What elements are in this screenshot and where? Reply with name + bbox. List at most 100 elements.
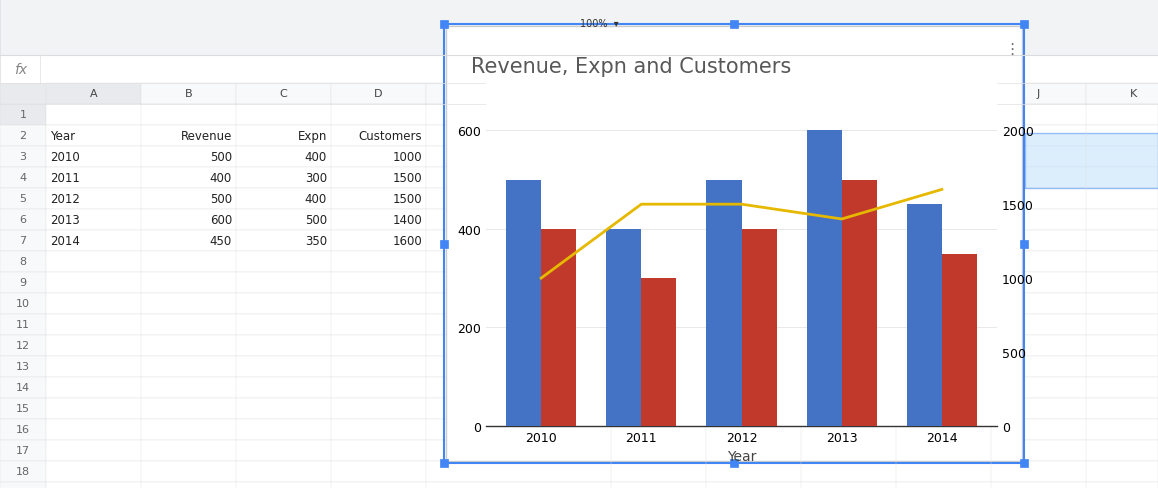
- Bar: [941, 254, 977, 426]
- Bar: [541, 229, 577, 426]
- Bar: [0, 147, 46, 168]
- Bar: [0, 440, 46, 461]
- Text: 2: 2: [20, 131, 27, 141]
- Bar: [46, 335, 1158, 356]
- Text: 17: 17: [16, 446, 30, 456]
- Text: Expn: Expn: [298, 130, 327, 142]
- Bar: [506, 180, 541, 426]
- Text: 2014: 2014: [50, 235, 80, 247]
- Text: fx: fx: [14, 63, 27, 77]
- X-axis label: Year: Year: [727, 449, 756, 464]
- Bar: [46, 105, 1158, 126]
- Bar: [991, 84, 1086, 105]
- Text: 400: 400: [305, 193, 327, 205]
- Bar: [1025, 134, 1158, 189]
- Text: 1500: 1500: [393, 193, 422, 205]
- Bar: [907, 205, 941, 426]
- Text: 8: 8: [20, 257, 27, 267]
- Bar: [896, 84, 991, 105]
- Text: 2012: 2012: [50, 193, 80, 205]
- Bar: [0, 356, 46, 377]
- Bar: [46, 440, 1158, 461]
- Text: Customers: Customers: [748, 83, 815, 96]
- Text: 100%  ▾: 100% ▾: [580, 19, 618, 29]
- Text: 10: 10: [16, 299, 30, 309]
- Text: Year: Year: [50, 130, 75, 142]
- Bar: [46, 398, 1158, 419]
- Bar: [642, 279, 676, 426]
- Bar: [46, 230, 1158, 251]
- Text: 16: 16: [16, 425, 30, 435]
- Bar: [46, 419, 1158, 440]
- Text: 400: 400: [210, 172, 232, 184]
- Text: C: C: [279, 89, 287, 99]
- Text: 300: 300: [305, 172, 327, 184]
- Bar: [331, 84, 426, 105]
- Bar: [1020, 21, 1028, 29]
- Text: 3: 3: [20, 152, 27, 162]
- Text: H: H: [844, 89, 852, 99]
- Text: 450: 450: [210, 235, 232, 247]
- Bar: [842, 180, 877, 426]
- Text: Revenue: Revenue: [593, 83, 647, 96]
- Bar: [0, 293, 46, 314]
- Bar: [46, 126, 1158, 147]
- Text: 1500: 1500: [393, 172, 422, 184]
- Bar: [0, 251, 46, 272]
- Bar: [0, 377, 46, 398]
- Bar: [46, 293, 1158, 314]
- Text: 2010: 2010: [50, 151, 80, 163]
- Bar: [446, 27, 1023, 461]
- Bar: [0, 230, 46, 251]
- Bar: [46, 84, 141, 105]
- Text: 4: 4: [20, 173, 27, 183]
- Bar: [0, 461, 46, 482]
- Text: 1000: 1000: [393, 151, 422, 163]
- Text: Expn: Expn: [677, 83, 709, 96]
- Text: 1: 1: [20, 110, 27, 120]
- Bar: [807, 131, 842, 426]
- Text: 500: 500: [210, 193, 232, 205]
- Text: 9: 9: [20, 278, 27, 288]
- Bar: [426, 84, 611, 105]
- Text: 14: 14: [16, 383, 30, 393]
- Customers: [935, 187, 948, 193]
- Bar: [440, 459, 448, 467]
- Text: F: F: [655, 89, 661, 99]
- Text: 400: 400: [305, 151, 327, 163]
- Bar: [46, 314, 1158, 335]
- Bar: [661, 85, 675, 96]
- Bar: [46, 168, 1158, 189]
- Bar: [46, 272, 1158, 293]
- Bar: [730, 21, 738, 29]
- Text: 11: 11: [16, 320, 30, 330]
- Bar: [0, 335, 46, 356]
- Text: 1600: 1600: [393, 235, 422, 247]
- Text: J: J: [1036, 89, 1040, 99]
- Text: 15: 15: [16, 404, 30, 414]
- Bar: [730, 459, 738, 467]
- Bar: [236, 84, 331, 105]
- Bar: [0, 56, 1158, 84]
- Text: 500: 500: [305, 214, 327, 226]
- Text: 2011: 2011: [50, 172, 80, 184]
- Text: B: B: [184, 89, 192, 99]
- Bar: [607, 229, 642, 426]
- Bar: [444, 25, 1024, 463]
- Text: 600: 600: [210, 214, 232, 226]
- Text: ⋮: ⋮: [1004, 42, 1020, 57]
- Bar: [0, 0, 1158, 56]
- Text: G: G: [749, 89, 757, 99]
- Bar: [1020, 240, 1028, 248]
- Text: Revenue, Expn and Customers: Revenue, Expn and Customers: [471, 57, 791, 77]
- Bar: [46, 377, 1158, 398]
- Bar: [440, 240, 448, 248]
- Bar: [0, 398, 46, 419]
- Text: D: D: [374, 89, 383, 99]
- Customers: [734, 202, 748, 208]
- Text: E: E: [515, 89, 522, 99]
- Text: K: K: [1130, 89, 1137, 99]
- Text: A: A: [89, 89, 97, 99]
- Bar: [611, 84, 706, 105]
- Bar: [46, 482, 1158, 488]
